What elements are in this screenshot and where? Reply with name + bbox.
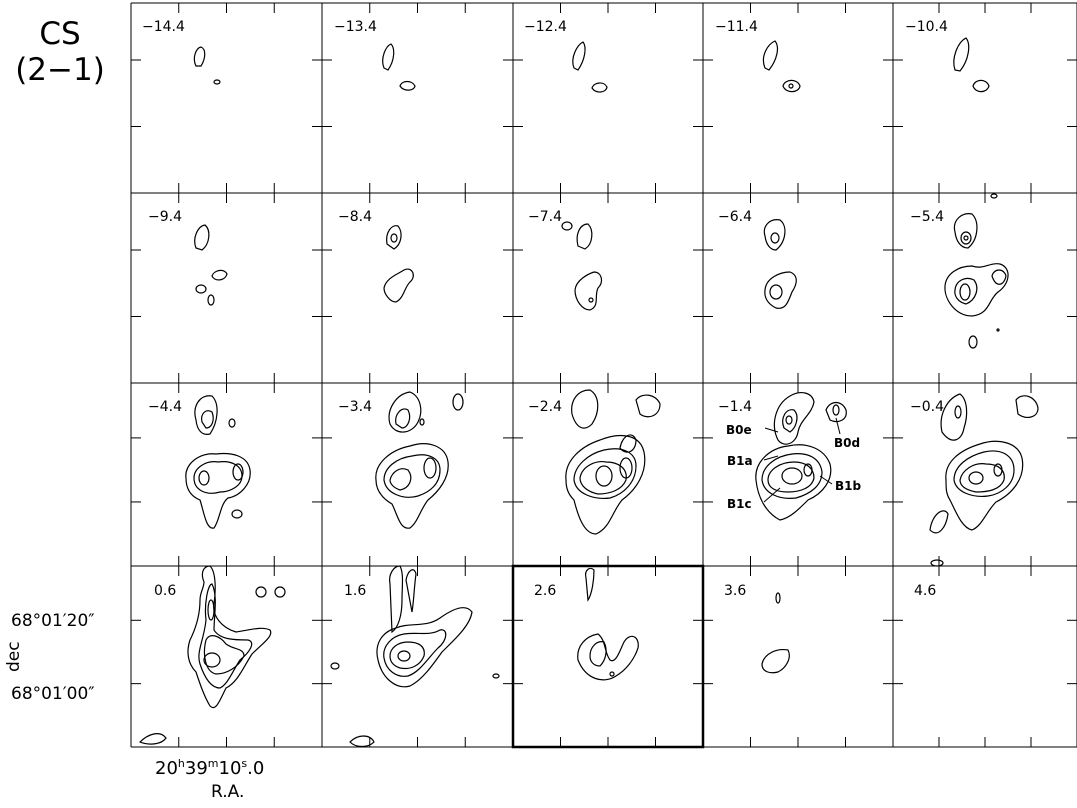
dec-tick-label-00: 68°01′00″ bbox=[11, 684, 95, 704]
emission-contours bbox=[138, 37, 1039, 748]
velocity-label: −11.4 bbox=[715, 19, 758, 35]
velocity-label: −6.4 bbox=[718, 209, 752, 225]
velocity-label: −7.4 bbox=[528, 209, 562, 225]
velocity-label: 2.6 bbox=[534, 583, 556, 599]
velocity-label: −0.4 bbox=[910, 399, 944, 415]
label-b1b: B1b bbox=[835, 479, 861, 493]
velocity-label: −4.4 bbox=[148, 399, 182, 415]
velocity-label: 1.6 bbox=[344, 583, 366, 599]
label-b1c: B1c bbox=[727, 497, 752, 511]
label-b1a: B1a bbox=[727, 454, 753, 468]
velocity-label: 0.6 bbox=[154, 583, 176, 599]
velocity-label: −3.4 bbox=[338, 399, 372, 415]
dec-tick-label-20: 68°01′20″ bbox=[11, 611, 95, 631]
velocity-labels: −14.4 −13.4 −12.4 −11.4 −10.4 −9.4 −8.4 … bbox=[142, 19, 948, 599]
label-b0d: B0d bbox=[834, 436, 860, 450]
velocity-label: −14.4 bbox=[142, 19, 185, 35]
velocity-label: 3.6 bbox=[724, 583, 746, 599]
molecule-title: CS (2−1) bbox=[4, 16, 116, 88]
tick-marks bbox=[131, 3, 1077, 747]
label-b0e: B0e bbox=[726, 423, 752, 437]
velocity-label: −1.4 bbox=[718, 399, 752, 415]
source-labels: B0e B0d B1a B1b B1c bbox=[726, 423, 861, 511]
ra-axis-label: R.A. bbox=[211, 782, 245, 802]
velocity-label: −10.4 bbox=[905, 19, 948, 35]
ra-tick-label: 20h39m10s.0 bbox=[155, 757, 265, 779]
velocity-label: 4.6 bbox=[914, 583, 936, 599]
panel-grid bbox=[130, 2, 1077, 748]
contour-group bbox=[138, 565, 790, 748]
velocity-label: −2.4 bbox=[528, 399, 562, 415]
molecule-name: CS bbox=[39, 16, 81, 52]
contour-group bbox=[193, 37, 990, 93]
velocity-label: −8.4 bbox=[338, 209, 372, 225]
velocity-label: −9.4 bbox=[148, 209, 182, 225]
contour-group bbox=[185, 389, 1039, 567]
molecule-transition: (2−1) bbox=[15, 52, 105, 88]
contour-group bbox=[194, 193, 1009, 349]
velocity-label: −12.4 bbox=[524, 19, 567, 35]
velocity-label: −13.4 bbox=[334, 19, 377, 35]
highlighted-panel-frame bbox=[511, 564, 705, 749]
dec-axis-label: dec bbox=[4, 641, 24, 672]
velocity-label: −5.4 bbox=[910, 209, 944, 225]
